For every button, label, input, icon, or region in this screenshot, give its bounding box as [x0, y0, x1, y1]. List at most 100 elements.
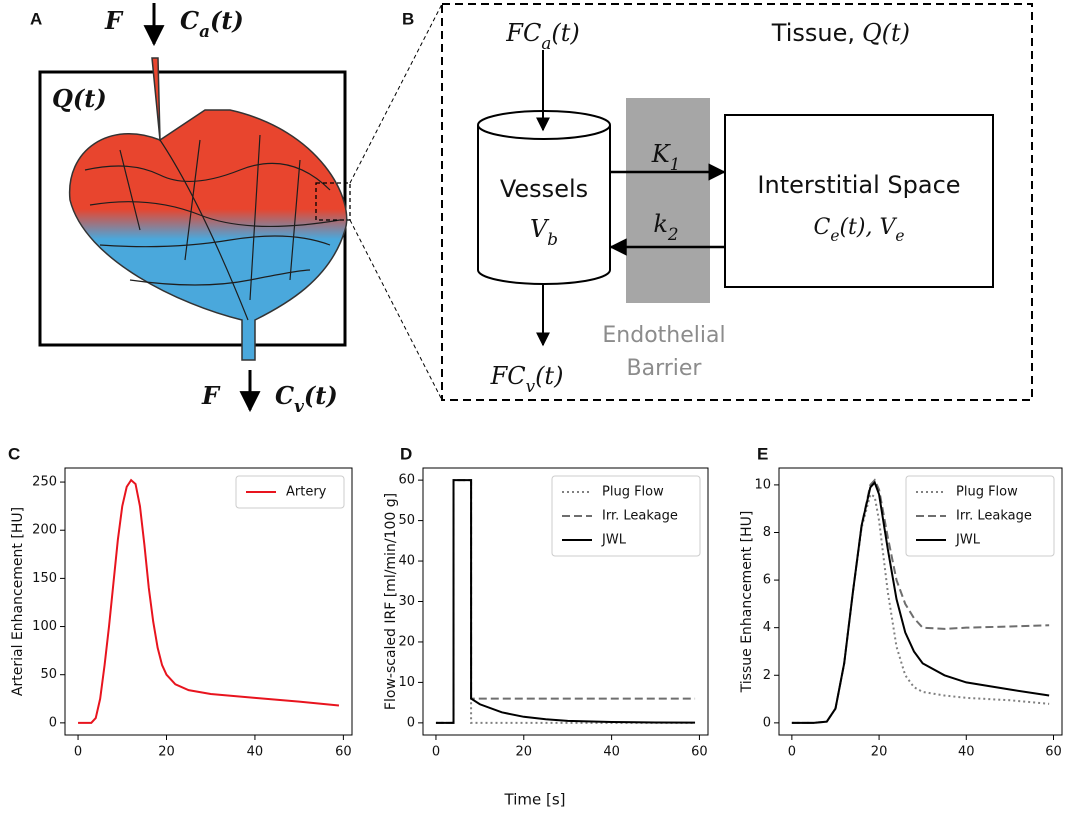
y-tick-label: 2 [763, 668, 771, 683]
panel-label: B [402, 9, 414, 28]
tissue-symbol: Q(t) [862, 19, 910, 47]
y-tick-label: 100 [32, 619, 57, 634]
legend-label: Plug Flow [956, 485, 1018, 500]
subscript: a [541, 33, 551, 53]
math-part: F [104, 6, 124, 35]
y-axis-label: Tissue Enhancement [HU] [739, 511, 755, 694]
math-part: V [530, 215, 550, 243]
zoom-line [349, 3, 443, 184]
tissue-label: Q(t) [52, 84, 107, 113]
legend-label: Irr. Leakage [956, 509, 1032, 524]
math-part: C [814, 215, 831, 240]
legend-frame [905, 475, 1055, 557]
vessels-symbol: Vb [530, 215, 558, 249]
diagram-b [441, 3, 1033, 401]
legend-label: Irr. Leakage [602, 509, 678, 524]
y-tick-label: 250 [32, 475, 57, 490]
y-tick-label: 4 [763, 620, 771, 635]
panel-label: E [757, 444, 768, 463]
y-tick-label: 0 [763, 715, 771, 730]
series-line [791, 480, 1050, 724]
math-part: Q(t) [862, 19, 910, 47]
math-part: Q(t) [52, 84, 107, 113]
y-tick-label: 8 [763, 525, 771, 540]
zoom-line [349, 219, 443, 401]
y-tick-label: 6 [763, 573, 771, 588]
x-tick-label: 40 [603, 745, 620, 760]
y-tick-label: 0 [407, 715, 415, 730]
math-part: F [201, 381, 221, 410]
y-axis-label: Arterial Enhancement [HU] [10, 507, 26, 696]
x-tick-label: 0 [788, 745, 796, 760]
math-part: k [653, 210, 668, 238]
math-part: (t), V [839, 215, 897, 240]
vessels-cylinder [477, 125, 611, 285]
math-part: (t) [304, 381, 338, 410]
panel-label: D [400, 444, 412, 463]
interstitial-box [724, 114, 994, 288]
subscript: b [547, 229, 558, 249]
x-axis-label: Time [s] [504, 791, 566, 809]
x-tick-label: 0 [74, 745, 82, 760]
panel-label: C [8, 444, 20, 463]
legend-frame [235, 475, 345, 509]
subscript: e [830, 227, 839, 245]
legend-label: JWL [955, 533, 981, 548]
y-tick-label: 40 [398, 554, 415, 569]
concentration-label: Cv(t) [275, 381, 338, 416]
outflow-label: FCv(t) [490, 362, 564, 396]
math-part: C [275, 381, 294, 410]
barrier [626, 98, 710, 303]
interstitial-symbol: Ce(t), Ve [814, 215, 905, 245]
math-part: FC [505, 19, 541, 47]
math-part: (t) [535, 362, 563, 390]
legend-label: Artery [286, 485, 327, 500]
math-part: FC [490, 362, 526, 390]
panel-label: A [30, 9, 42, 28]
x-tick-label: 40 [247, 745, 264, 760]
y-tick-label: 150 [32, 571, 57, 586]
tissue-frame [441, 3, 1033, 401]
x-tick-label: 20 [871, 745, 888, 760]
x-tick-label: 20 [516, 745, 533, 760]
x-tick-label: 60 [335, 745, 352, 760]
y-tick-label: 60 [398, 473, 415, 488]
math-part: K [651, 140, 672, 168]
y-axis-label: Flow-scaled IRF [ml/min/100 g] [383, 493, 399, 710]
series-line [78, 478, 340, 724]
concentration-label: Ca(t) [180, 6, 244, 41]
x-tick-label: 20 [158, 745, 175, 760]
subscript: v [294, 396, 304, 416]
interstitial-title: Interstitial Space [757, 171, 960, 199]
series-line [435, 479, 696, 724]
plot-frame [778, 467, 1063, 736]
math-part: (t) [551, 19, 579, 47]
subscript: 1 [670, 154, 681, 174]
subscript: 2 [667, 224, 679, 244]
y-tick-label: 50 [40, 667, 57, 682]
subscript: e [895, 227, 904, 245]
x-tick-label: 60 [1045, 745, 1062, 760]
zoom-box [315, 182, 351, 221]
x-tick-label: 0 [432, 745, 440, 760]
vessel-network [84, 134, 341, 321]
y-tick-label: 10 [754, 477, 771, 492]
legend-label: Plug Flow [602, 485, 664, 500]
series-line [435, 479, 696, 724]
y-tick-label: 50 [398, 513, 415, 528]
y-tick-label: 10 [398, 675, 415, 690]
subscript: v [526, 376, 536, 396]
flow-label: F [201, 381, 221, 410]
y-tick-label: 20 [398, 634, 415, 649]
inflow-label: FCa(t) [505, 19, 579, 53]
subscript: a [199, 21, 210, 41]
vessel-tree [68, 57, 348, 361]
flow-label: F [104, 6, 124, 35]
y-tick-label: 0 [49, 715, 57, 730]
rate-label: K1 [651, 140, 681, 174]
plot-frame [64, 467, 353, 736]
legend-frame [551, 475, 701, 557]
x-tick-label: 40 [958, 745, 975, 760]
rate-label: k2 [653, 210, 678, 244]
